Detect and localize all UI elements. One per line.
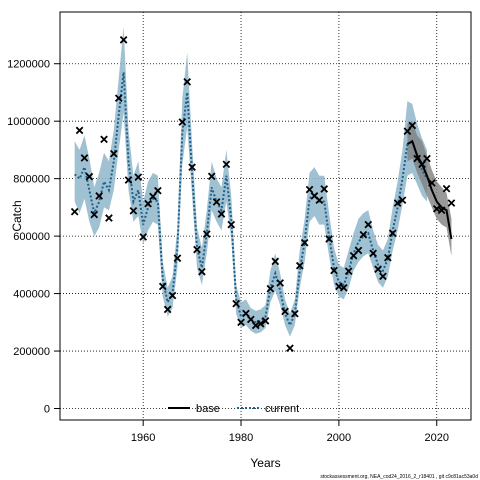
observed-point (256, 319, 265, 328)
x-tick-label: 2020 (425, 432, 449, 444)
observed-points (70, 36, 456, 353)
y-tick-label: 800000 (13, 174, 50, 186)
observed-point (173, 254, 182, 263)
footer-source: stockassessment.org, NEA_cod24_2016_2_r1… (320, 474, 478, 480)
observed-point (388, 229, 397, 238)
observed-point (315, 196, 324, 205)
observed-point (423, 154, 431, 163)
observed-point (281, 307, 289, 316)
legend-base-label: base (196, 403, 220, 415)
observed-point (369, 249, 377, 258)
axes: 1960 1980 2000 2020 0 200000 400000 600000 80000… (7, 59, 449, 444)
observed-point (300, 238, 309, 247)
current-series-line (74, 72, 428, 328)
observed-point (168, 291, 177, 300)
observed-point (437, 206, 446, 215)
y-tick-label: 200000 (13, 346, 50, 358)
observed-point (193, 245, 201, 254)
y-tick-label: 1000000 (7, 116, 50, 128)
observed-point (266, 284, 275, 293)
observed-point (232, 299, 240, 308)
y-tick-label: 0 (44, 404, 50, 416)
observed-point (344, 267, 353, 276)
observed-point (359, 230, 368, 239)
observed-point (354, 246, 363, 255)
observed-point (242, 309, 250, 318)
observed-point (330, 266, 338, 275)
observed-point (95, 192, 103, 200)
observed-point (119, 36, 128, 44)
observed-point (114, 94, 123, 103)
observed-point (237, 318, 245, 327)
observed-point (364, 220, 373, 229)
observed-point (271, 257, 280, 266)
observed-point (393, 199, 402, 207)
y-tick-label: 600000 (13, 231, 50, 243)
y-tick-label: 400000 (13, 289, 50, 301)
plot-frame (59, 11, 472, 421)
y-tick-label: 1200000 (7, 59, 50, 71)
observed-point (183, 77, 192, 86)
observed-point (163, 305, 172, 314)
observed-point (212, 198, 221, 206)
observed-point (85, 172, 94, 181)
observed-point (100, 135, 108, 144)
observed-point (251, 321, 260, 330)
x-tick-label: 1980 (229, 432, 253, 444)
x-tick-label: 1960 (131, 432, 155, 444)
observed-point (202, 230, 211, 238)
observed-point (325, 235, 333, 243)
observed-point (217, 210, 226, 218)
observed-point (222, 160, 231, 169)
observed-point (442, 184, 451, 193)
observed-point (428, 179, 436, 187)
observed-point (134, 173, 143, 182)
observed-point (178, 118, 187, 126)
observed-point (276, 279, 285, 287)
x-tick-label: 2000 (327, 432, 351, 444)
observed-point (105, 214, 113, 222)
x-axis-title: Years (250, 456, 280, 470)
observed-point (124, 176, 133, 184)
observed-point (75, 126, 84, 135)
observed-point (90, 210, 99, 219)
observed-point (379, 272, 387, 281)
observed-point (295, 261, 304, 270)
observed-point (398, 196, 407, 205)
observed-point (374, 265, 382, 273)
observed-point (286, 344, 294, 353)
observed-point (320, 185, 329, 193)
observed-point (80, 154, 89, 162)
base-confidence-band (407, 121, 452, 257)
observed-point (154, 186, 162, 195)
observed-point (383, 253, 392, 262)
observed-point (144, 199, 152, 208)
observed-point (158, 282, 167, 291)
observed-point (139, 233, 148, 241)
observed-point (198, 267, 206, 276)
observed-point (227, 220, 236, 229)
observed-point (109, 149, 118, 158)
observed-point (246, 315, 255, 324)
observed-point (188, 163, 196, 171)
confidence-bands (74, 26, 452, 337)
observed-point (261, 317, 270, 325)
observed-point (207, 172, 216, 181)
observed-point (70, 207, 79, 216)
observed-point (408, 121, 417, 130)
observed-point (339, 283, 348, 292)
observed-point (447, 199, 456, 207)
observed-point (305, 185, 314, 194)
legend-current-label: current (265, 403, 299, 415)
y-axis-title: Catch (10, 200, 24, 231)
observed-point (291, 309, 299, 318)
observed-point (129, 206, 138, 215)
legend: base current (168, 403, 299, 415)
